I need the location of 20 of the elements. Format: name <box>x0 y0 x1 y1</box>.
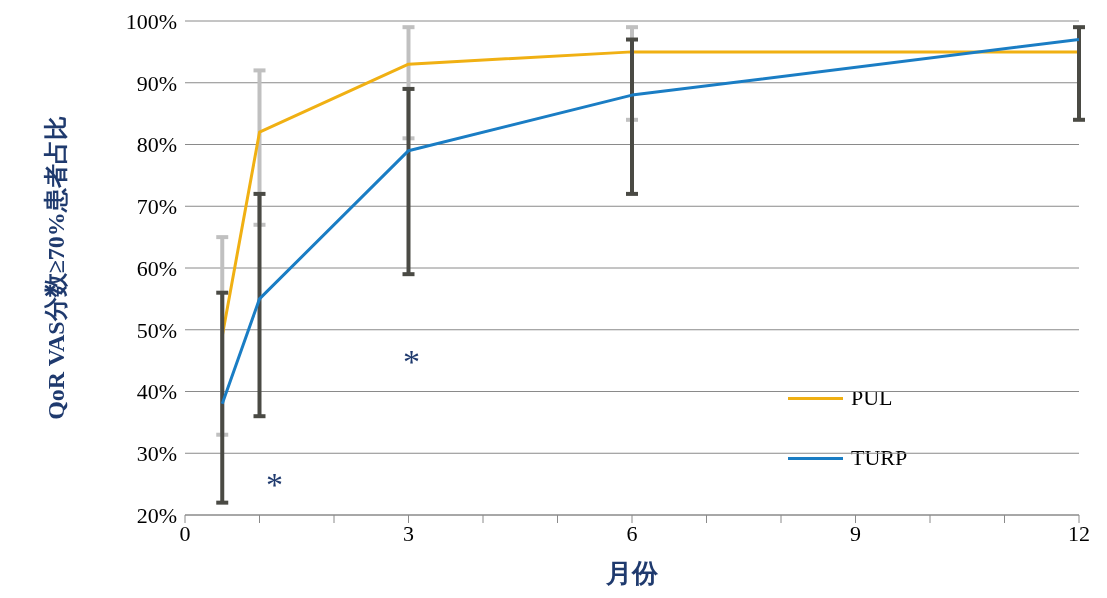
y-tick-label: 70% <box>136 194 177 220</box>
x-axis-title: 月份 <box>605 559 659 588</box>
y-tick-label: 30% <box>136 441 177 467</box>
x-tick-label: 0 <box>179 520 191 546</box>
x-tick-label: 3 <box>403 520 414 546</box>
x-tick-label: 12 <box>1068 520 1090 546</box>
y-tick-label: 90% <box>136 70 177 96</box>
y-tick-label: 100% <box>125 8 177 34</box>
line-series <box>220 38 1079 406</box>
y-tick-label: 40% <box>136 379 177 405</box>
y-tick-label: 60% <box>136 255 177 281</box>
y-tick-label: 20% <box>136 502 177 528</box>
annotation: * <box>403 343 420 380</box>
y-axis-title: QoR VAS分数≥70%患者占比 <box>42 116 69 420</box>
x-tick-label: 6 <box>626 520 638 546</box>
y-tick-label: 50% <box>136 317 177 343</box>
y-tick-label: 80% <box>136 132 177 158</box>
legend-label: TURP <box>851 444 908 472</box>
x-tick-label: 9 <box>850 520 861 546</box>
annotation: * <box>266 466 283 503</box>
